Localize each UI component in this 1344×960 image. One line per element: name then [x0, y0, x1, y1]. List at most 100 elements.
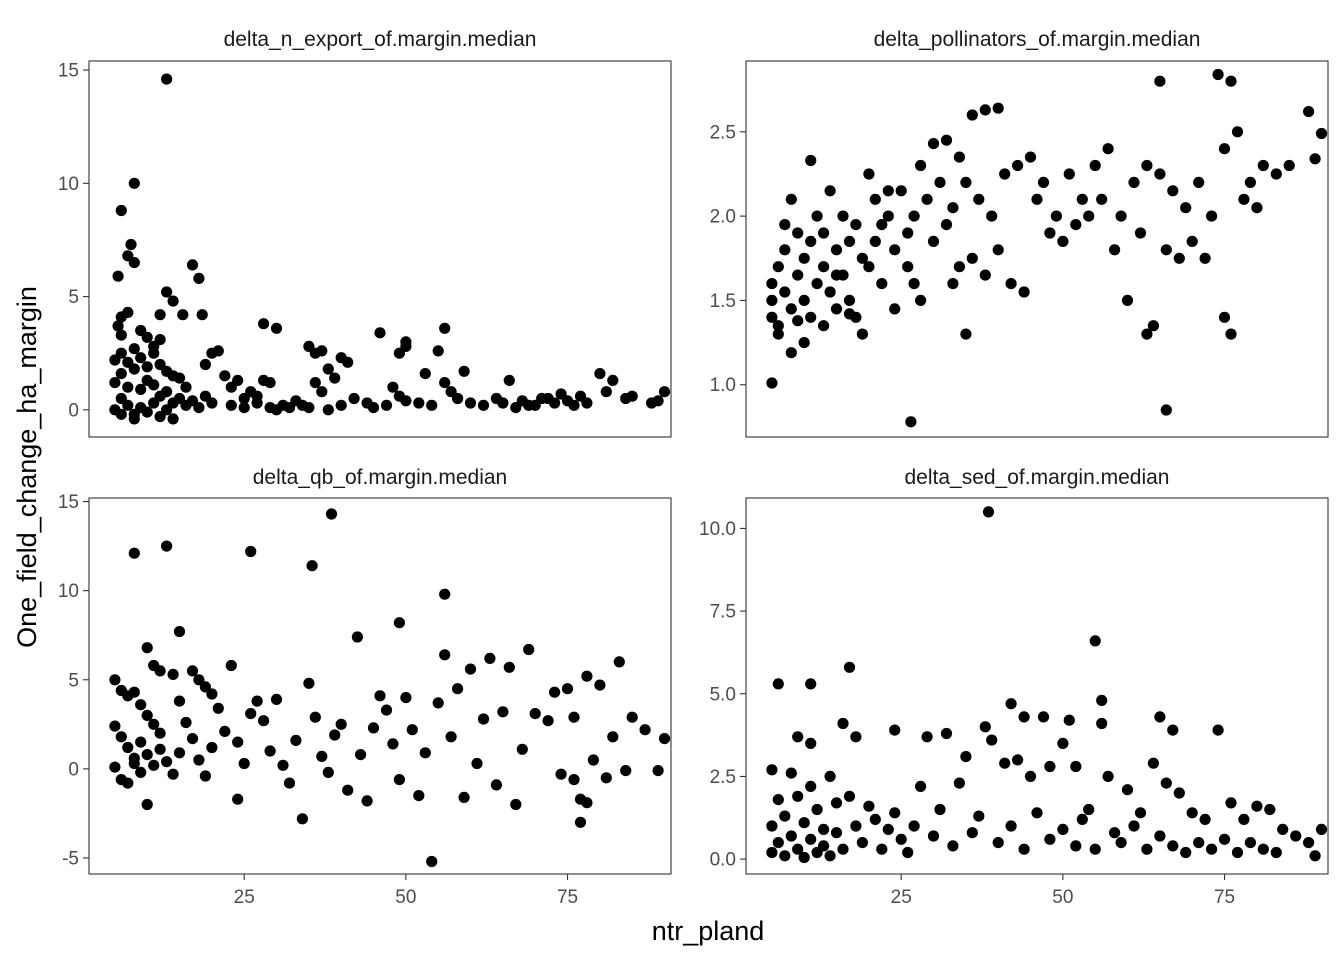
data-point-pollinators-24: [1050, 210, 1062, 222]
panel-title-n-export: delta_n_export_of.margin.median: [224, 28, 537, 51]
data-point-qb-59: [277, 759, 289, 771]
data-point-qb-73: [374, 690, 386, 702]
data-point-n-export-32: [173, 372, 186, 384]
data-point-pollinators-55: [779, 244, 791, 256]
data-point-qb-64: [309, 711, 321, 723]
y-tick-label-qb-2: 5: [68, 670, 79, 691]
data-point-pollinators-86: [882, 210, 894, 222]
data-point-sed-94: [1044, 833, 1056, 845]
data-point-qb-16: [135, 699, 147, 711]
data-point-n-export-60: [115, 408, 127, 420]
panel-sed: delta_sed_of.margin.median 0.0 2.5 5.0 7.5 1…: [699, 466, 1329, 908]
data-point-qb-98: [542, 715, 554, 727]
data-point-pollinators-122: [779, 219, 791, 231]
data-point-n-export-103: [439, 322, 451, 334]
data-point-pollinators-42: [1283, 159, 1295, 172]
x-axis-title: ntr_pland: [652, 916, 765, 946]
data-point-pollinators-30: [1128, 176, 1140, 188]
data-point-sed-63: [811, 803, 823, 816]
data-point-sed-86: [947, 840, 959, 852]
data-point-qb-46: [199, 681, 211, 693]
data-point-pollinators-128: [889, 303, 901, 315]
data-point-sed-47: [1309, 850, 1321, 862]
y-tick-label-sed-3: 7.5: [710, 602, 736, 623]
data-point-n-export-19: [141, 331, 153, 343]
data-point-n-export-61: [128, 413, 140, 425]
data-point-sed-82: [908, 820, 920, 832]
data-point-pollinators-36: [1206, 210, 1218, 222]
data-point-qb-28: [161, 756, 173, 768]
data-point-qb-9: [141, 642, 153, 654]
panel-qb: delta_qb_of.margin.median -5 0 5 10 15 25 50 7…: [58, 466, 672, 908]
data-point-pollinators-23: [1037, 176, 1050, 188]
data-point-pollinators-20: [999, 168, 1011, 180]
data-point-pollinators-53: [772, 261, 784, 273]
data-point-pollinators-85: [876, 219, 888, 231]
data-point-n-export-131: [607, 374, 619, 386]
data-point-pollinators-89: [902, 227, 914, 239]
data-point-sed-1: [1089, 635, 1101, 647]
data-point-n-export-28: [148, 347, 160, 359]
data-point-pollinators-54: [772, 320, 784, 332]
data-point-n-export-87: [309, 377, 321, 389]
data-point-n-export-24: [115, 347, 127, 359]
data-point-pollinators-34: [1180, 202, 1192, 214]
data-point-qb-47: [206, 688, 218, 700]
data-point-n-export-135: [652, 395, 664, 407]
data-point-sed-4: [805, 678, 817, 690]
data-point-sed-45: [1303, 837, 1315, 849]
data-point-qb-26: [148, 759, 160, 771]
data-point-n-export-63: [212, 345, 224, 357]
data-point-sed-107: [1206, 843, 1218, 855]
data-point-qb-99: [549, 686, 561, 698]
points-qb: [109, 508, 671, 868]
data-point-qb-72: [367, 722, 380, 734]
y-tick-label-qb-1: 0: [68, 759, 79, 780]
data-point-sed-112: [1270, 846, 1282, 859]
data-point-n-export-26: [135, 352, 147, 364]
data-point-pollinators-95: [940, 219, 953, 231]
data-point-n-export-75: [251, 397, 263, 409]
data-point-pollinators-94: [934, 176, 946, 188]
data-point-qb-25: [141, 749, 153, 761]
data-point-n-export-1: [128, 177, 140, 189]
data-point-qb-48: [212, 702, 224, 714]
data-point-qb-55: [251, 695, 263, 707]
data-point-sed-31: [1102, 770, 1114, 783]
data-point-sed-109: [1231, 846, 1244, 859]
data-point-pollinators-2: [785, 347, 797, 359]
data-point-pollinators-101: [1005, 278, 1017, 290]
data-point-qb-107: [600, 772, 612, 784]
data-point-qb-117: [568, 774, 580, 786]
y-tick-label-qb-0: -5: [62, 848, 79, 869]
data-point-qb-52: [238, 757, 250, 770]
data-point-pollinators-115: [805, 154, 817, 167]
data-point-sed-96: [1070, 840, 1082, 852]
y-tick-label-n-export-1: 5: [68, 287, 79, 308]
data-point-pollinators-9: [1315, 127, 1328, 140]
data-point-n-export-133: [626, 390, 638, 402]
data-point-sed-29: [1070, 760, 1082, 773]
data-point-qb-111: [626, 711, 638, 723]
data-point-sed-6: [1005, 698, 1017, 710]
data-point-pollinators-41: [1270, 168, 1282, 180]
data-point-n-export-47: [193, 402, 205, 414]
data-point-sed-48: [766, 764, 778, 776]
data-point-n-export-27: [141, 361, 153, 373]
data-point-sed-39: [1225, 797, 1237, 809]
x-tick-label-qb-2: 75: [557, 887, 578, 908]
data-point-sed-84: [927, 830, 940, 842]
data-point-pollinators-8: [1303, 106, 1315, 118]
data-point-qb-113: [652, 765, 664, 777]
data-point-pollinators-98: [966, 252, 978, 264]
panel-frame-pollinators: [745, 60, 1329, 438]
data-point-sed-111: [1257, 843, 1269, 855]
x-tick-label-sed-2: 75: [1214, 887, 1235, 908]
data-point-pollinators-18: [973, 193, 985, 205]
data-point-pollinators-3: [798, 337, 810, 349]
data-point-n-export-74: [238, 402, 250, 414]
data-point-sed-42: [1264, 803, 1276, 816]
data-point-sed-67: [824, 770, 836, 783]
data-point-qb-75: [387, 738, 399, 750]
data-point-pollinators-106: [1070, 219, 1082, 231]
